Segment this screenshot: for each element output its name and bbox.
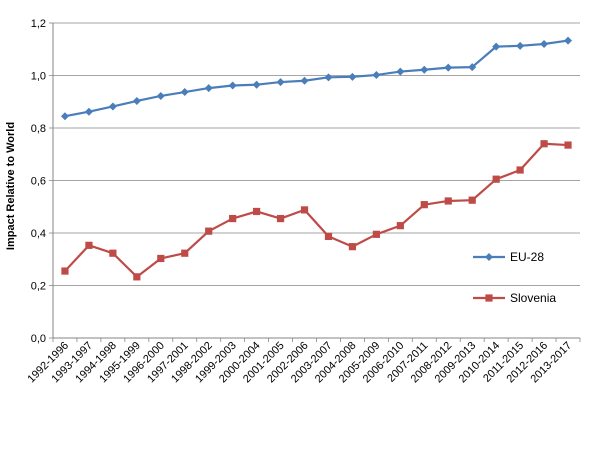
y-axis-ticks: 0,0 0,2 0,4 0,6 0,8 1,0 1,2: [31, 18, 53, 345]
legend: EU-28 Slovenia: [473, 250, 556, 305]
legend-item: Slovenia: [473, 291, 556, 305]
data-point: [205, 227, 213, 235]
data-point: [253, 207, 261, 216]
legend-marker: [485, 294, 493, 302]
data-point: [109, 249, 117, 257]
data-point: [468, 63, 477, 72]
data-point: [60, 112, 69, 121]
data-point: [84, 107, 93, 116]
data-point: [324, 232, 333, 241]
y-tick-label: 0,2: [31, 281, 46, 293]
data-point: [492, 175, 500, 183]
x-axis-ticks: 1992-19961993-19971994-19981995-19991996…: [25, 338, 581, 385]
data-point: [420, 65, 429, 74]
data-point: [252, 80, 261, 89]
data-point: [564, 141, 572, 149]
data-point: [372, 230, 380, 238]
series-line-slovenia: [64, 142, 569, 278]
data-point: [300, 206, 309, 214]
data-point: [300, 76, 309, 85]
data-point: [468, 196, 476, 204]
data-point: [444, 197, 452, 205]
data-point: [133, 273, 141, 281]
series-slovenia: [61, 140, 572, 281]
data-point: [85, 241, 93, 249]
data-point: [276, 78, 285, 87]
data-point: [229, 214, 237, 223]
y-tick-label: 0,8: [31, 123, 46, 135]
y-tick-label: 1,0: [31, 71, 46, 83]
series-eu-28: [60, 36, 573, 121]
legend-label: EU-28: [510, 250, 544, 264]
data-point: [61, 267, 69, 275]
data-point: [132, 96, 141, 105]
y-tick-label: 1,2: [31, 18, 46, 30]
data-point: [540, 40, 549, 48]
y-axis-title: Impact Relative to World: [5, 122, 17, 250]
legend-marker: [485, 253, 493, 261]
data-point: [348, 72, 357, 81]
legend-label: Slovenia: [510, 291, 556, 305]
legend-item: EU-28: [473, 250, 544, 264]
data-point: [540, 140, 548, 148]
data-point: [396, 222, 404, 230]
data-point: [180, 88, 189, 97]
data-point: [157, 254, 165, 263]
data-point: [324, 73, 333, 82]
data-point: [396, 67, 405, 76]
y-tick-label: 0,4: [31, 228, 46, 240]
y-tick-label: 0,6: [31, 176, 46, 188]
data-point: [108, 102, 117, 111]
data-point: [204, 84, 213, 93]
data-point: [564, 36, 573, 45]
data-point: [492, 42, 501, 51]
data-point: [444, 63, 453, 72]
data-point: [276, 214, 285, 223]
data-point: [181, 249, 189, 257]
y-tick-label: 0,0: [31, 333, 46, 345]
data-point: [516, 41, 525, 50]
data-point: [516, 166, 524, 174]
data-point: [420, 201, 428, 209]
data-point: [348, 243, 357, 251]
series-group: [60, 36, 573, 281]
data-point: [228, 81, 237, 90]
data-point: [156, 91, 165, 100]
gridlines: [53, 22, 580, 286]
series-line-eu-28: [64, 39, 569, 118]
data-point: [372, 70, 381, 79]
